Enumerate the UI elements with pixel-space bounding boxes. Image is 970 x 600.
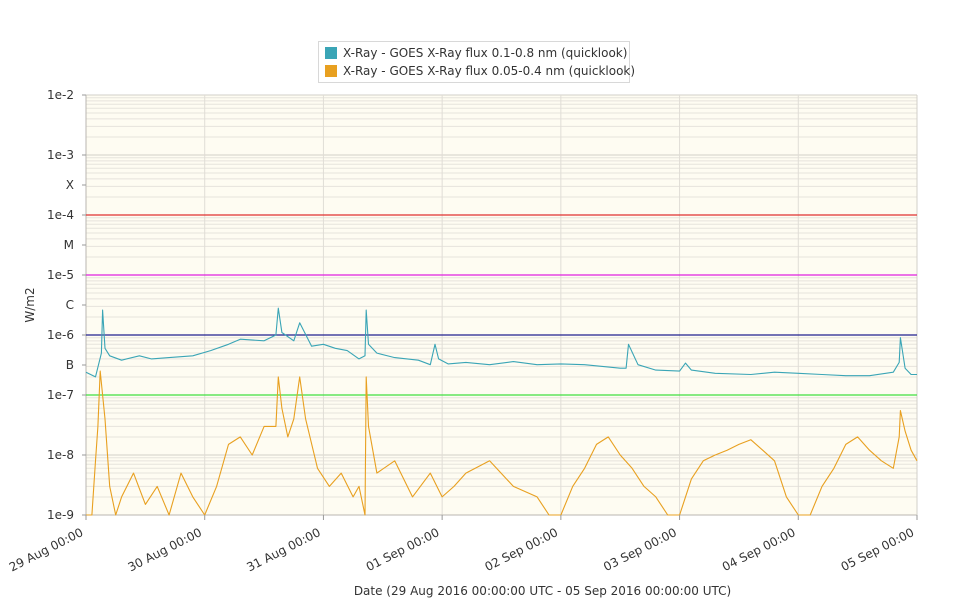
y-axis-title: W/m2: [23, 287, 37, 322]
legend-swatch-series-1: [325, 47, 337, 59]
plot-area: [86, 95, 917, 515]
y-tick-label: 1e-4: [47, 208, 74, 222]
y-tick-label: 1e-7: [47, 388, 74, 402]
x-axis-title: Date (29 Aug 2016 00:00:00 UTC - 05 Sep …: [354, 584, 731, 598]
legend-swatch-series-2: [325, 65, 337, 77]
x-tick-label: 29 Aug 00:00: [7, 525, 85, 574]
y-tick-label: 1e-2: [47, 88, 74, 102]
y-tick-label: X: [66, 178, 74, 192]
series-layer: [85, 307, 918, 516]
y-tick-label: 1e-5: [47, 268, 74, 282]
series-line-1: [85, 307, 917, 378]
x-tick-label: 03 Sep 00:00: [601, 525, 679, 574]
legend-label-series-1: X-Ray - GOES X-Ray flux 0.1-0.8 nm (quic…: [343, 46, 628, 60]
x-tick-label: 04 Sep 00:00: [720, 525, 798, 574]
y-axis-ticks: 1e-2 1e-3 X 1e-4 M 1e-5 C 1e-6 B 1e-7 1e-8 1e-9: [47, 88, 86, 522]
y-tick-label: 1e-3: [47, 148, 74, 162]
x-tick-label: 01 Sep 00:00: [364, 525, 442, 574]
legend-label-series-2: X-Ray - GOES X-Ray flux 0.05-0.4 nm (qui…: [343, 64, 636, 78]
x-tick-label: 05 Sep 00:00: [839, 525, 917, 574]
x-tick-label: 31 Aug 00:00: [244, 525, 322, 574]
x-axis-ticks: 29 Aug 00:00 30 Aug 00:00 31 Aug 00:00 01 S…: [7, 515, 918, 574]
series-line-2: [86, 370, 918, 516]
x-tick-label: 30 Aug 00:00: [126, 525, 204, 574]
threshold-lines: [86, 214, 917, 396]
legend-item-series-2[interactable]: X-Ray - GOES X-Ray flux 0.05-0.4 nm (qui…: [325, 63, 635, 79]
x-tick-label: 02 Sep 00:00: [482, 525, 560, 574]
legend: X-Ray - GOES X-Ray flux 0.1-0.8 nm (quic…: [318, 41, 635, 83]
y-tick-label: B: [66, 358, 74, 372]
legend-item-series-1[interactable]: X-Ray - GOES X-Ray flux 0.1-0.8 nm (quic…: [325, 45, 627, 61]
y-tick-label: C: [66, 298, 74, 312]
y-tick-label: 1e-9: [47, 508, 74, 522]
y-tick-label: 1e-8: [47, 448, 74, 462]
y-tick-label: M: [64, 238, 74, 252]
y-tick-label: 1e-6: [47, 328, 74, 342]
